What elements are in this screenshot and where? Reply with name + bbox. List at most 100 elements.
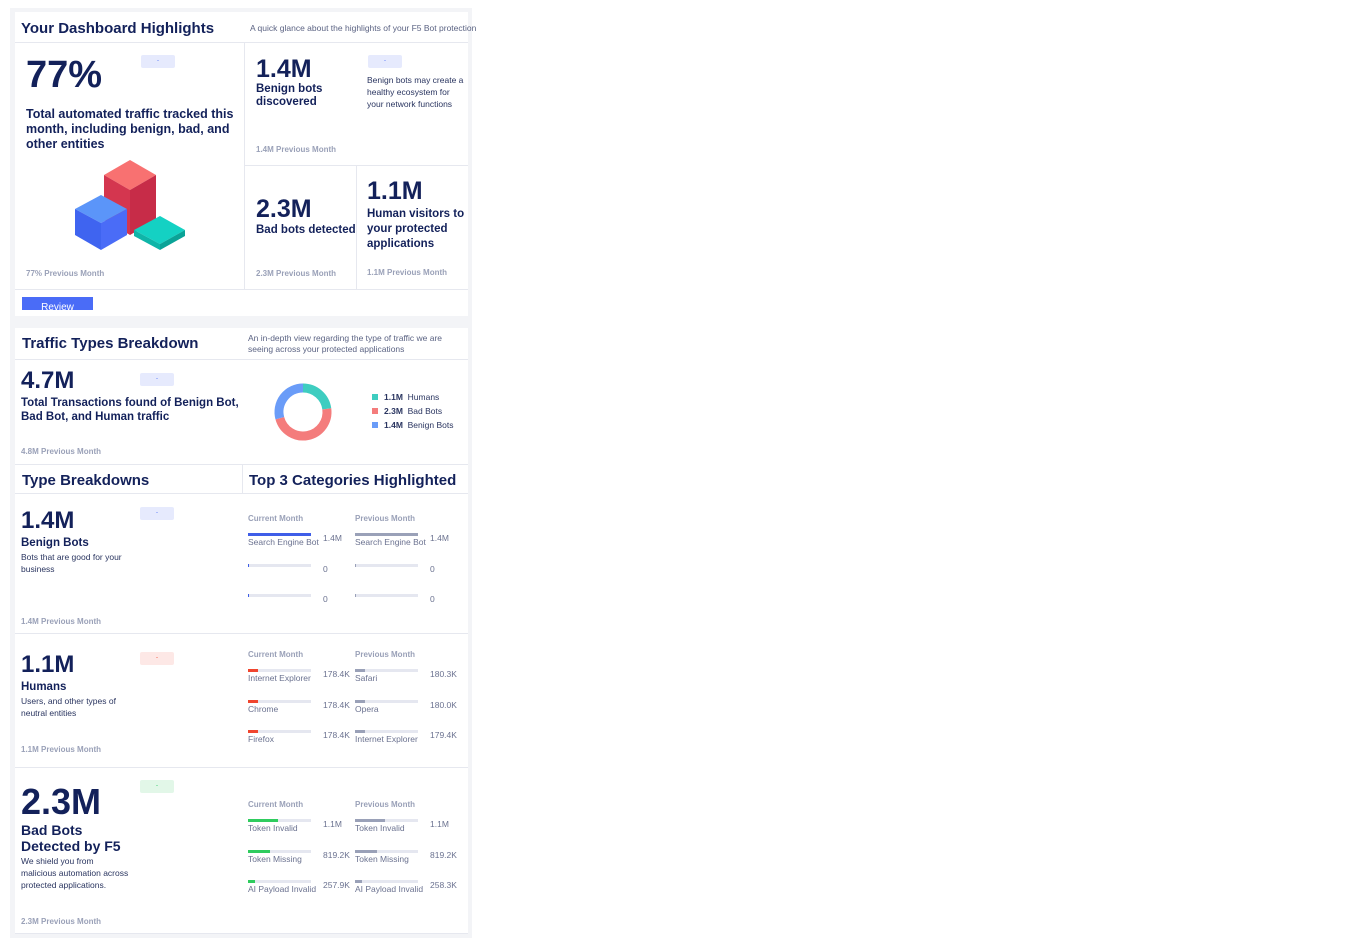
section-previous: 1.4M Previous Month	[21, 617, 102, 626]
category-value: 819.2K	[430, 849, 457, 860]
category-value: 0	[430, 594, 435, 604]
section-desc: We shield you from malicious automation …	[21, 856, 129, 890]
category-value: 178.4K	[323, 669, 350, 679]
section-previous: 1.1M Previous Month	[21, 745, 102, 754]
legend-name: Benign Bots	[407, 420, 454, 430]
legend-item: 1.1M Humans	[372, 392, 453, 406]
traffic-legend: 1.1M Humans 2.3M Bad Bots 1.4M Benign Bots	[372, 392, 453, 434]
benign-bots-label: Benign bots discovered	[256, 83, 323, 108]
trend-badge: -	[141, 55, 175, 68]
current-month-header: Current Month	[248, 800, 304, 809]
category-value: 180.3K	[430, 669, 457, 679]
divider	[356, 165, 357, 289]
category-name: Internet Explorer	[248, 673, 311, 683]
legend-item: 2.3M Bad Bots	[372, 406, 453, 420]
divider	[15, 767, 468, 768]
section-value: 1.4M	[21, 507, 75, 534]
legend-value: 2.3M	[384, 406, 403, 416]
human-visitors-previous: 1.1M Previous Month	[367, 268, 448, 277]
category-name: Token Invalid	[355, 823, 405, 833]
category-name: AI Payload Invalid	[355, 884, 424, 894]
category-bar	[355, 563, 418, 567]
cubes-illustration	[75, 160, 185, 250]
category-bar-fill	[355, 880, 362, 883]
category-bar	[355, 533, 418, 536]
section-desc: Bots that are good for your business	[21, 552, 122, 574]
category-bar-fill	[248, 880, 255, 883]
category-value: 0	[323, 563, 328, 574]
category-bar	[355, 819, 418, 822]
category-bar	[248, 594, 311, 597]
total-transactions-value: 4.7M	[21, 367, 75, 394]
previous-month-header: Previous Month	[355, 650, 416, 659]
category-bar	[355, 594, 418, 597]
category-bar-fill	[355, 563, 357, 567]
category-value: 1.1M	[430, 819, 449, 829]
automated-traffic-previous: 77% Previous Month	[26, 269, 105, 278]
category-bar	[355, 669, 418, 672]
human-visitors-label: Human visitors to your protected applica…	[367, 208, 465, 250]
highlights-title: Your Dashboard Highlights	[21, 20, 215, 37]
donut-slice-bad-bots	[275, 408, 332, 441]
current-month-header: Current Month	[248, 514, 304, 523]
donut-slice-benign-bots	[274, 383, 304, 420]
category-bar	[248, 669, 311, 672]
legend-value: 1.4M	[384, 420, 403, 430]
category-name: Token Missing	[355, 853, 409, 864]
category-bar	[355, 730, 418, 733]
category-bar-fill	[355, 594, 357, 597]
category-bar-fill	[248, 563, 250, 567]
divider	[15, 493, 468, 494]
legend-value: 1.1M	[384, 392, 403, 402]
divider	[15, 289, 468, 290]
top-categories-title: Top 3 Categories Highlighted	[249, 472, 457, 489]
donut-slice-humans	[302, 383, 332, 410]
category-bar	[355, 699, 418, 703]
category-value: 0	[323, 594, 328, 604]
legend-swatch	[372, 394, 378, 400]
category-bar	[355, 849, 418, 853]
category-bar-fill	[248, 594, 250, 597]
category-bar-fill	[248, 730, 259, 733]
category-bar	[248, 880, 311, 883]
highlights-subtitle: A quick glance about the highlights of y…	[250, 23, 477, 33]
category-bar-fill	[355, 669, 366, 672]
category-value: 1.4M	[430, 533, 449, 543]
traffic-donut-chart	[274, 383, 332, 441]
category-bar-fill	[355, 819, 385, 822]
total-transactions-previous: 4.8M Previous Month	[21, 447, 102, 456]
section-previous: 2.3M Previous Month	[21, 917, 102, 926]
category-value: 180.0K	[430, 699, 457, 710]
category-bar	[248, 730, 311, 733]
type-breakdowns-title: Type Breakdowns	[22, 472, 150, 489]
category-bar-fill	[248, 849, 271, 853]
current-month-header: Current Month	[248, 650, 304, 659]
divider	[15, 633, 468, 634]
category-value: 179.4K	[430, 730, 457, 740]
category-name: AI Payload Invalid	[248, 884, 317, 894]
category-value: 819.2K	[323, 849, 350, 860]
total-transactions-label: Total Transactions found of Benign Bot, …	[21, 397, 239, 423]
previous-month-header: Previous Month	[355, 514, 416, 523]
category-name: Opera	[355, 703, 379, 714]
category-bar	[355, 880, 418, 883]
legend-name: Humans	[407, 392, 440, 402]
category-bar-fill	[248, 699, 259, 703]
legend-item: 1.4M Benign Bots	[372, 420, 453, 434]
divider	[15, 42, 468, 43]
category-name: Firefox	[248, 734, 274, 744]
trend-badge: -	[140, 780, 174, 793]
category-value: 1.1M	[323, 819, 342, 829]
category-bar	[248, 563, 311, 567]
category-bar-fill	[355, 849, 378, 853]
category-name: Chrome	[248, 703, 279, 714]
category-bar	[248, 699, 311, 703]
review-button[interactable]: Review	[22, 297, 93, 310]
benign-bots-value: 1.4M	[256, 55, 312, 83]
category-name: Internet Explorer	[355, 734, 418, 744]
divider	[15, 464, 468, 465]
section-desc: Users, and other types of neutral entiti…	[21, 696, 116, 718]
section-value: 1.1M	[21, 651, 75, 678]
section-label: Bad Bots Detected by F5	[21, 822, 121, 854]
category-bar-fill	[355, 730, 366, 733]
